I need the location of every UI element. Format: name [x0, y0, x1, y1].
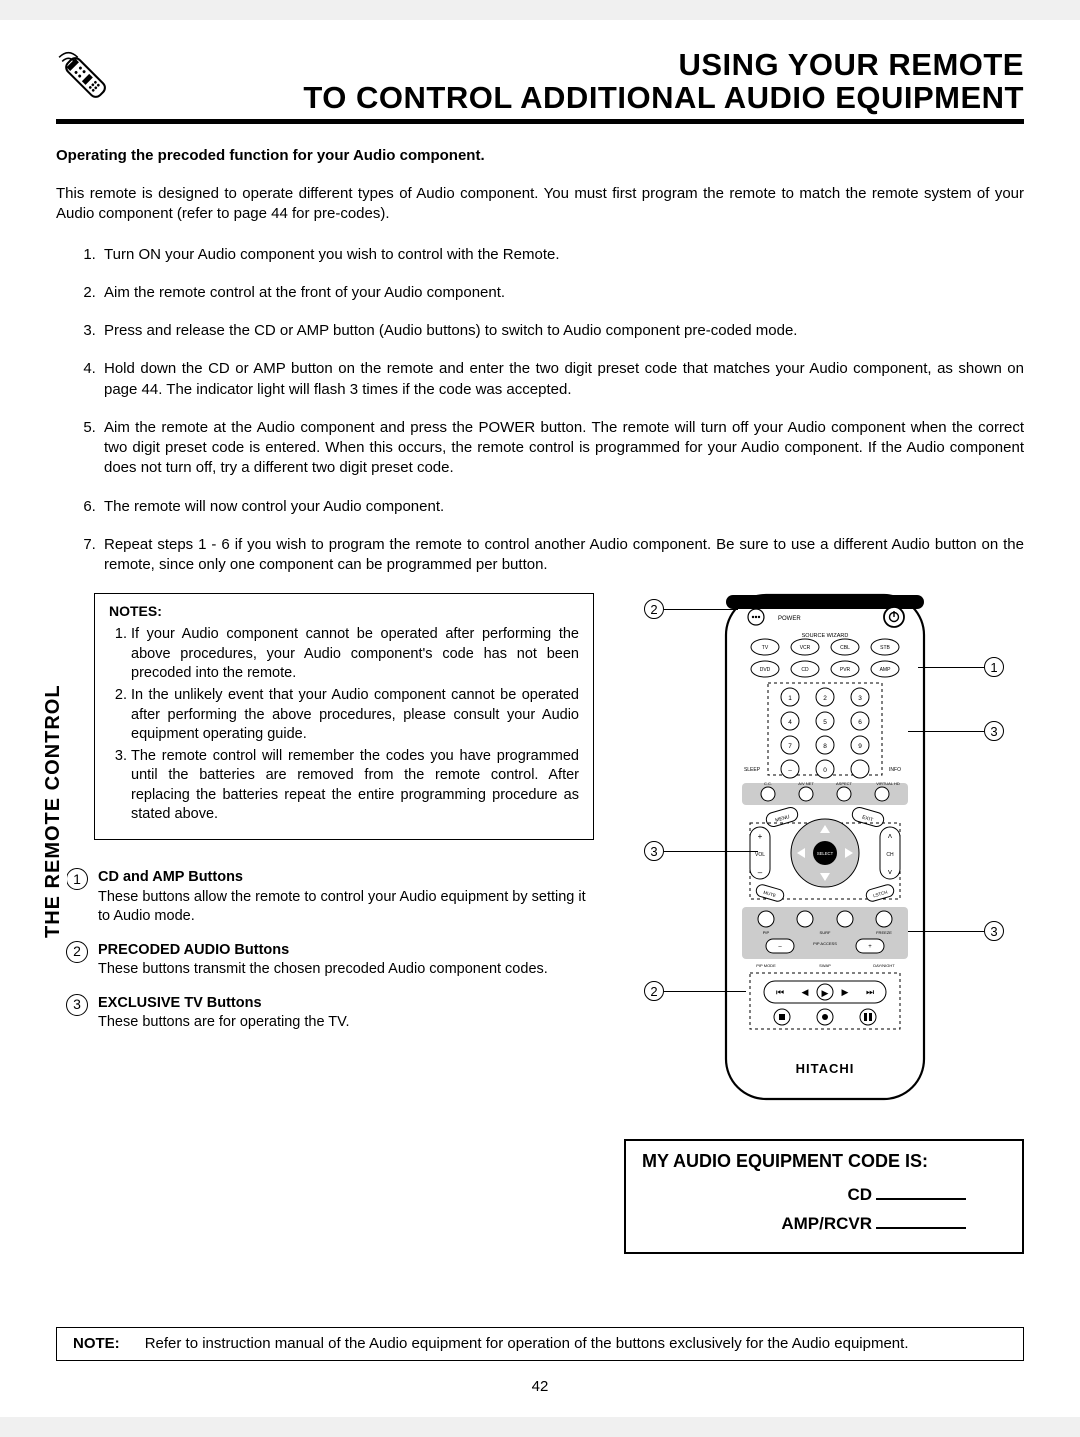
- code-box: MY AUDIO EQUIPMENT CODE IS: CD AMP/RCVR: [624, 1139, 1024, 1253]
- svg-text:SOURCE WIZARD: SOURCE WIZARD: [802, 633, 849, 639]
- svg-text:INFO: INFO: [889, 767, 901, 773]
- svg-text:+: +: [868, 944, 872, 950]
- footer-note: NOTE: Refer to instruction manual of the…: [56, 1327, 1024, 1361]
- step-item: The remote will now control your Audio c…: [100, 497, 1024, 517]
- svg-text:CD: CD: [801, 667, 809, 673]
- legend-number-icon: 3: [66, 994, 88, 1016]
- svg-text:7: 7: [788, 743, 792, 750]
- note-item: In the unlikely event that your Audio co…: [131, 686, 579, 745]
- svg-text:9: 9: [858, 743, 862, 750]
- legend-title: CD and AMP Buttons: [98, 869, 243, 885]
- svg-text:▶: ▶: [842, 987, 849, 997]
- notes-box: NOTES: If your Audio component cannot be…: [94, 593, 594, 840]
- callout-3-icon: 3: [984, 921, 1004, 941]
- svg-text:PIP ACCESS: PIP ACCESS: [813, 941, 837, 946]
- svg-text:SURF: SURF: [820, 930, 831, 935]
- intro-paragraph: This remote is designed to operate diffe…: [56, 184, 1024, 225]
- callout-2-icon: 2: [644, 981, 664, 1001]
- manual-page: USING YOUR REMOTE TO CONTROL ADDITIONAL …: [0, 20, 1080, 1417]
- legend-item: 3 EXCLUSIVE TV Buttons These buttons are…: [66, 994, 594, 1033]
- legend-item: 2 PRECODED AUDIO Buttons These buttons t…: [66, 941, 594, 980]
- note-item: The remote control will remember the cod…: [131, 747, 579, 825]
- legend-text: EXCLUSIVE TV Buttons These buttons are f…: [98, 994, 350, 1033]
- step-item: Turn ON your Audio component you wish to…: [100, 245, 1024, 265]
- svg-text:5: 5: [823, 719, 827, 726]
- page-number: 42: [0, 1377, 1080, 1397]
- svg-text:–: –: [758, 868, 763, 877]
- svg-text:STB: STB: [880, 645, 890, 651]
- svg-text:▶: ▶: [822, 988, 829, 998]
- svg-text:˄: ˄: [888, 832, 893, 841]
- svg-text:PIP: PIP: [763, 930, 770, 935]
- svg-text:6: 6: [858, 719, 862, 726]
- step-item: Aim the remote at the Audio component an…: [100, 418, 1024, 479]
- callout-1-icon: 1: [984, 657, 1004, 677]
- legend-desc: These buttons allow the remote to contro…: [98, 889, 586, 925]
- svg-text:⏮: ⏮: [776, 987, 784, 997]
- code-box-title: MY AUDIO EQUIPMENT CODE IS:: [642, 1149, 1006, 1173]
- button-legend: 1 CD and AMP Buttons These buttons allow…: [66, 868, 594, 1033]
- remote-diagram: 2 3 2 1 3 3 POWER: [624, 593, 1024, 1133]
- page-title: USING YOUR REMOTE TO CONTROL ADDITIONAL …: [138, 48, 1024, 115]
- step-item: Repeat steps 1 - 6 if you wish to progra…: [100, 535, 1024, 576]
- footer-note-text: Refer to instruction manual of the Audio…: [145, 1335, 909, 1352]
- svg-text:–: –: [788, 767, 792, 774]
- svg-text:SWAP: SWAP: [819, 963, 831, 968]
- legend-text: CD and AMP Buttons These buttons allow t…: [98, 868, 594, 927]
- svg-text:VOL: VOL: [755, 852, 765, 858]
- step-item: Aim the remote control at the front of y…: [100, 283, 1024, 303]
- callout-3-icon: 3: [984, 721, 1004, 741]
- section-subtitle: Operating the precoded function for your…: [56, 146, 1024, 166]
- svg-text:CH: CH: [886, 852, 894, 858]
- svg-text:SELECT: SELECT: [817, 851, 834, 856]
- legend-number-icon: 2: [66, 941, 88, 963]
- svg-text:SLEEP: SLEEP: [744, 767, 761, 773]
- legend-text: PRECODED AUDIO Buttons These buttons tra…: [98, 941, 548, 980]
- svg-text:FREEZE: FREEZE: [876, 930, 892, 935]
- svg-text:˅: ˅: [888, 868, 893, 877]
- svg-text:DAY/NIGHT: DAY/NIGHT: [873, 963, 895, 968]
- step-item: Press and release the CD or AMP button (…: [100, 321, 1024, 341]
- svg-text:HITACHI: HITACHI: [796, 1061, 855, 1076]
- note-item: If your Audio component cannot be operat…: [131, 625, 579, 684]
- page-header: USING YOUR REMOTE TO CONTROL ADDITIONAL …: [56, 48, 1024, 124]
- svg-text:+: +: [758, 832, 763, 841]
- svg-text:C.C.: C.C.: [764, 781, 772, 786]
- callout-3-icon: 3: [644, 841, 664, 861]
- side-tab-label: THE REMOTE CONTROL: [40, 684, 67, 940]
- footer-note-prefix: NOTE:: [73, 1335, 120, 1352]
- svg-text:PVR: PVR: [840, 667, 851, 673]
- remote-icon: [56, 48, 118, 110]
- callout-2-icon: 2: [644, 599, 664, 619]
- svg-text:PIP MODE: PIP MODE: [756, 963, 776, 968]
- svg-text:2: 2: [823, 695, 827, 702]
- notes-heading: NOTES:: [109, 602, 579, 621]
- step-item: Hold down the CD or AMP button on the re…: [100, 359, 1024, 400]
- svg-text:AMP: AMP: [880, 667, 892, 673]
- svg-text:4: 4: [788, 719, 792, 726]
- svg-text:1: 1: [788, 695, 792, 702]
- svg-text:⏭: ⏭: [866, 987, 874, 997]
- svg-text:ASPECT: ASPECT: [836, 781, 853, 786]
- svg-text:DVD: DVD: [760, 667, 771, 673]
- svg-text:VCR: VCR: [800, 645, 811, 651]
- legend-title: PRECODED AUDIO Buttons: [98, 942, 289, 958]
- svg-text:8: 8: [823, 743, 827, 750]
- legend-title: EXCLUSIVE TV Buttons: [98, 995, 262, 1011]
- svg-text:3: 3: [858, 695, 862, 702]
- legend-item: 1 CD and AMP Buttons These buttons allow…: [66, 868, 594, 927]
- svg-text:POWER: POWER: [778, 616, 801, 622]
- svg-text:◀: ◀: [802, 987, 809, 997]
- code-row-amp: AMP/RCVR: [642, 1213, 1006, 1236]
- legend-number-icon: 1: [66, 868, 88, 890]
- svg-text:VIRTUAL HD: VIRTUAL HD: [876, 781, 900, 786]
- svg-text:0: 0: [823, 767, 827, 774]
- legend-desc: These buttons transmit the chosen precod…: [98, 961, 548, 977]
- code-row-cd: CD: [642, 1184, 1006, 1207]
- svg-text:A/V NET: A/V NET: [798, 781, 814, 786]
- step-list: Turn ON your Audio component you wish to…: [56, 245, 1024, 576]
- svg-text:TV: TV: [762, 645, 769, 651]
- legend-desc: These buttons are for operating the TV.: [98, 1014, 350, 1030]
- svg-text:CBL: CBL: [840, 645, 850, 651]
